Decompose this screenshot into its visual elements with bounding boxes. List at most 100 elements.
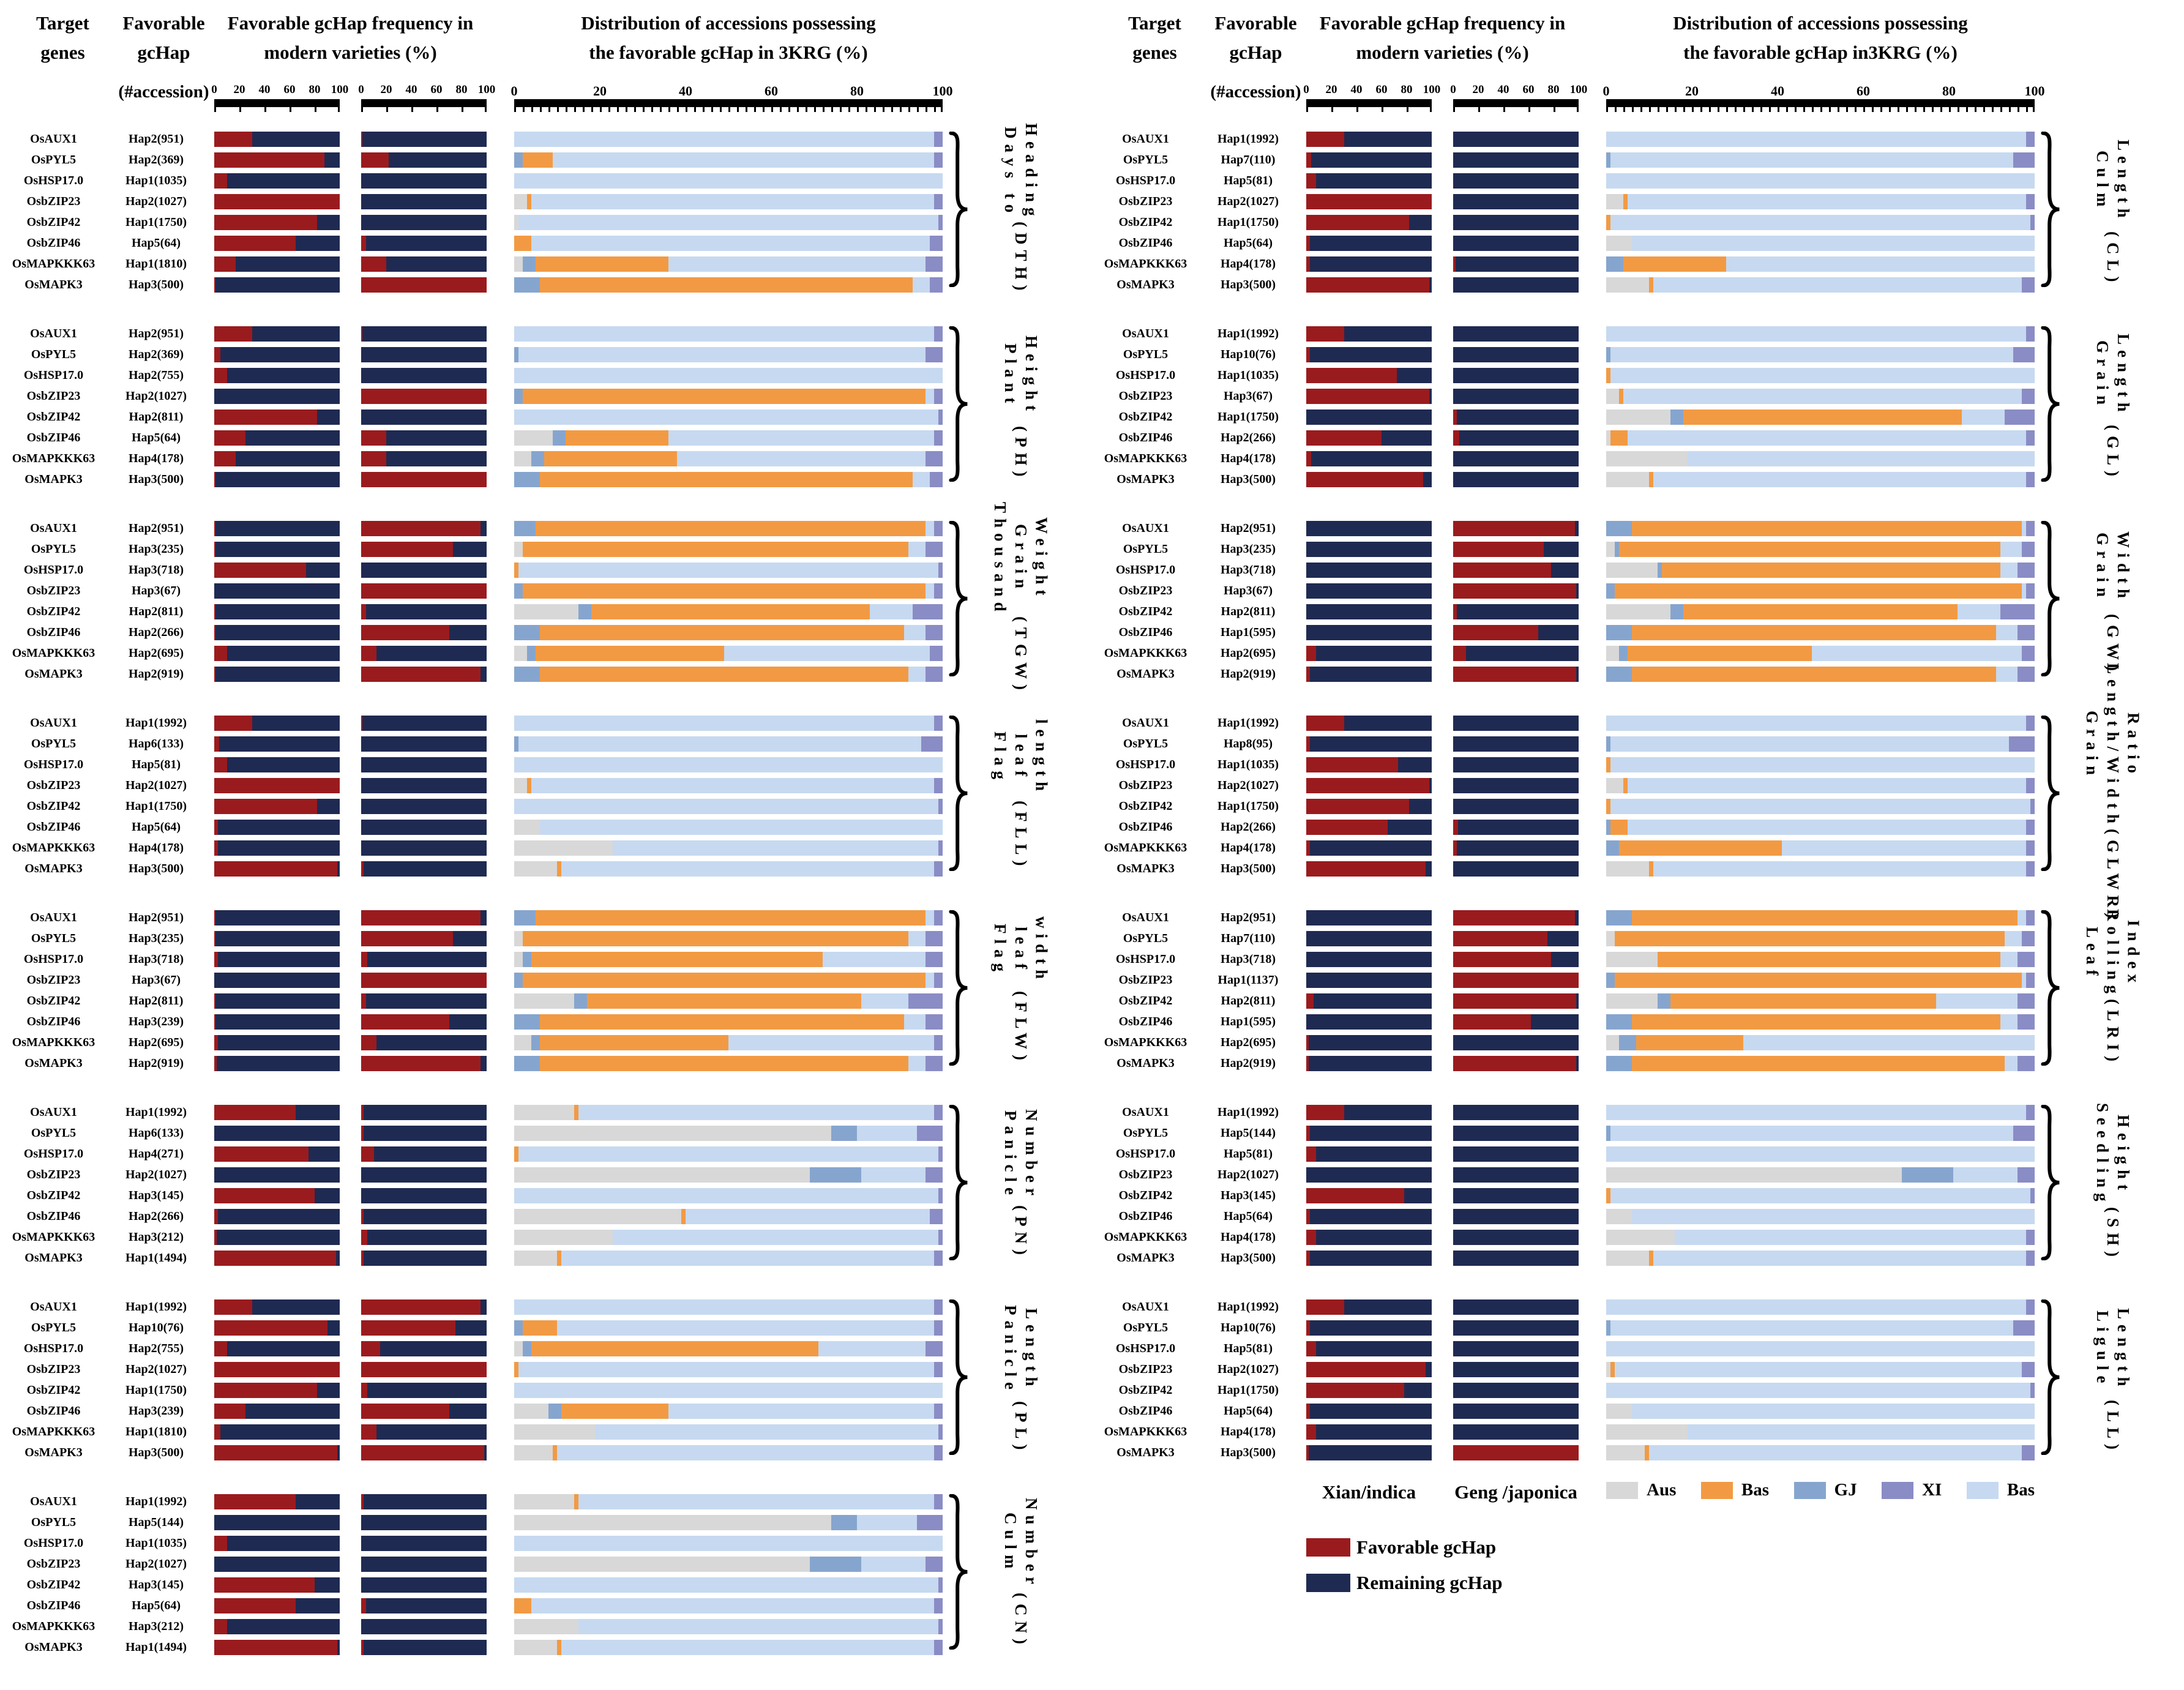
remaining-segment [1306, 931, 1432, 946]
dist-stacked-bar [1606, 347, 2035, 362]
dist-segment-bas [514, 236, 531, 251]
hap-label: Hap10(76) [1221, 348, 1276, 361]
dist-segment-bas [523, 542, 908, 557]
gene-row: OsAUX1 Hap1(1992) [0, 1494, 1092, 1509]
favorable-segment [361, 1209, 364, 1224]
remaining-segment [1547, 931, 1579, 946]
xian-freq-bar [214, 1188, 340, 1203]
axis-tick-label: 40 [1350, 83, 1363, 96]
dist-segment-bas-light [1628, 778, 2026, 793]
dist-segment-bas [1683, 604, 1958, 619]
gene-label: OsPYL5 [31, 1126, 77, 1140]
remaining-segment [1459, 430, 1579, 446]
dist-segment-xi [930, 236, 943, 251]
favorable-segment [361, 1230, 368, 1245]
xian-freq-bar [1306, 215, 1432, 230]
geng-freq-bar [361, 1320, 487, 1336]
favorable-segment [214, 1320, 327, 1336]
favorable-swatch-icon [1306, 1538, 1350, 1557]
gene-row: OsMAPK3 Hap3(500) [0, 861, 1092, 877]
dist-segment-xi [934, 1105, 943, 1120]
gene-label: OsAUX1 [1122, 716, 1169, 730]
dist-segment-bas-light [518, 1146, 938, 1162]
xian-freq-bar [1306, 1404, 1432, 1419]
hap-label: Hap1(1992) [125, 1495, 187, 1508]
trait-block-gw: OsAUX1 Hap2(951) OsPYL5 Hap3(235) OsHSP17.0 H… [1092, 521, 2184, 682]
remaining-segment [215, 931, 340, 946]
dist-segment-bas-light [1996, 625, 2018, 640]
trait-label: Grain Width (GW) [2093, 531, 2133, 676]
gene-label: OsPYL5 [1123, 153, 1169, 166]
dist-stacked-bar [514, 194, 943, 209]
dist-segment-bas [514, 1146, 518, 1162]
xian-freq-bar [214, 1383, 340, 1398]
dist-segment-xi [934, 326, 943, 342]
axis-minor-ticks [1606, 107, 2035, 112]
dist-segment-xi [938, 1230, 943, 1245]
favorable-segment [1306, 1320, 1311, 1336]
geng-freq-bar [361, 1640, 487, 1655]
favorable-segment [214, 132, 252, 147]
legend-label: Bas [2006, 1480, 2035, 1500]
favorable-segment [214, 757, 227, 772]
xian-freq-bar [214, 820, 340, 835]
axis-tick [1863, 107, 1865, 112]
dist-segment-bas [1610, 430, 1628, 446]
bas-swatch-icon [1700, 1481, 1733, 1499]
remaining-segment [449, 1404, 487, 1419]
dist-segment-aus [514, 215, 518, 230]
geng-freq-bar [1453, 736, 1579, 752]
dist-stacked-bar [514, 326, 943, 342]
column-title-favorable-gchap: Favorable gcHap [1214, 12, 1297, 64]
xian-freq-bar [214, 430, 340, 446]
remaining-segment [1344, 1299, 1432, 1315]
remaining-segment [364, 1105, 487, 1120]
hap-label: Hap4(178) [1221, 257, 1276, 271]
geng-freq-bar [1453, 820, 1579, 835]
trait-block-ph: OsAUX1 Hap2(951) OsPYL5 Hap2(369) OsHSP17.0 H… [0, 326, 1092, 487]
gene-label: OsMAPK3 [24, 1446, 83, 1459]
dist-segment-bas-light [728, 1035, 934, 1050]
hap-label: Hap5(81) [1224, 1147, 1273, 1161]
dist-segment-bas-light [1615, 1362, 2022, 1377]
dist-segment-bas-light [1996, 667, 2018, 682]
hap-label: Hap2(951) [129, 132, 184, 146]
favorable-segment [214, 736, 220, 752]
remaining-segment [214, 1557, 340, 1572]
gene-row: OsbZIP23 Hap2(1027) [0, 194, 1092, 209]
xian-freq-bar [1306, 256, 1432, 272]
dist-segment-bas [523, 152, 553, 168]
column-title-target-genes: Target genes [36, 12, 89, 64]
dist-segment-bas-light [1953, 1167, 2018, 1183]
hap-label: Hap2(695) [129, 1036, 184, 1049]
hap-label: Hap2(1027) [125, 1168, 187, 1181]
xian-freq-bar [1306, 952, 1432, 967]
favorable-segment [214, 368, 227, 383]
dist-segment-xi [930, 1209, 943, 1224]
remaining-swatch-icon [1306, 1574, 1350, 1592]
gene-label: OsbZIP23 [26, 1557, 81, 1571]
remaining-segment [215, 625, 340, 640]
favorable-segment [361, 1320, 455, 1336]
remaining-segment [218, 840, 340, 856]
dist-segment-gj [1606, 1126, 1610, 1141]
xian-freq-bar [214, 1362, 340, 1377]
favorable-segment [1306, 1146, 1317, 1162]
geng-freq-bar [361, 840, 487, 856]
dist-stacked-bar [514, 973, 943, 988]
favorable-segment [1306, 1251, 1311, 1266]
dist-segment-bas-light [514, 368, 943, 383]
favorable-segment [1306, 736, 1311, 752]
hap-label: Hap5(64) [132, 236, 181, 250]
gene-row: OsbZIP46 Hap5(64) [1092, 1209, 2184, 1224]
dist-stacked-bar [514, 1341, 943, 1356]
dist-segment-bas-light [908, 931, 926, 946]
axis-tick [338, 107, 340, 112]
dist-stacked-bar [514, 236, 943, 251]
gene-label: OsPYL5 [31, 737, 77, 750]
dist-stacked-bar [1606, 778, 2035, 793]
hap-label: Hap8(95) [1224, 737, 1273, 750]
dist-segment-gj [523, 952, 531, 967]
geng-freq-bar [1453, 472, 1579, 487]
favorable-segment [1306, 1445, 1309, 1460]
